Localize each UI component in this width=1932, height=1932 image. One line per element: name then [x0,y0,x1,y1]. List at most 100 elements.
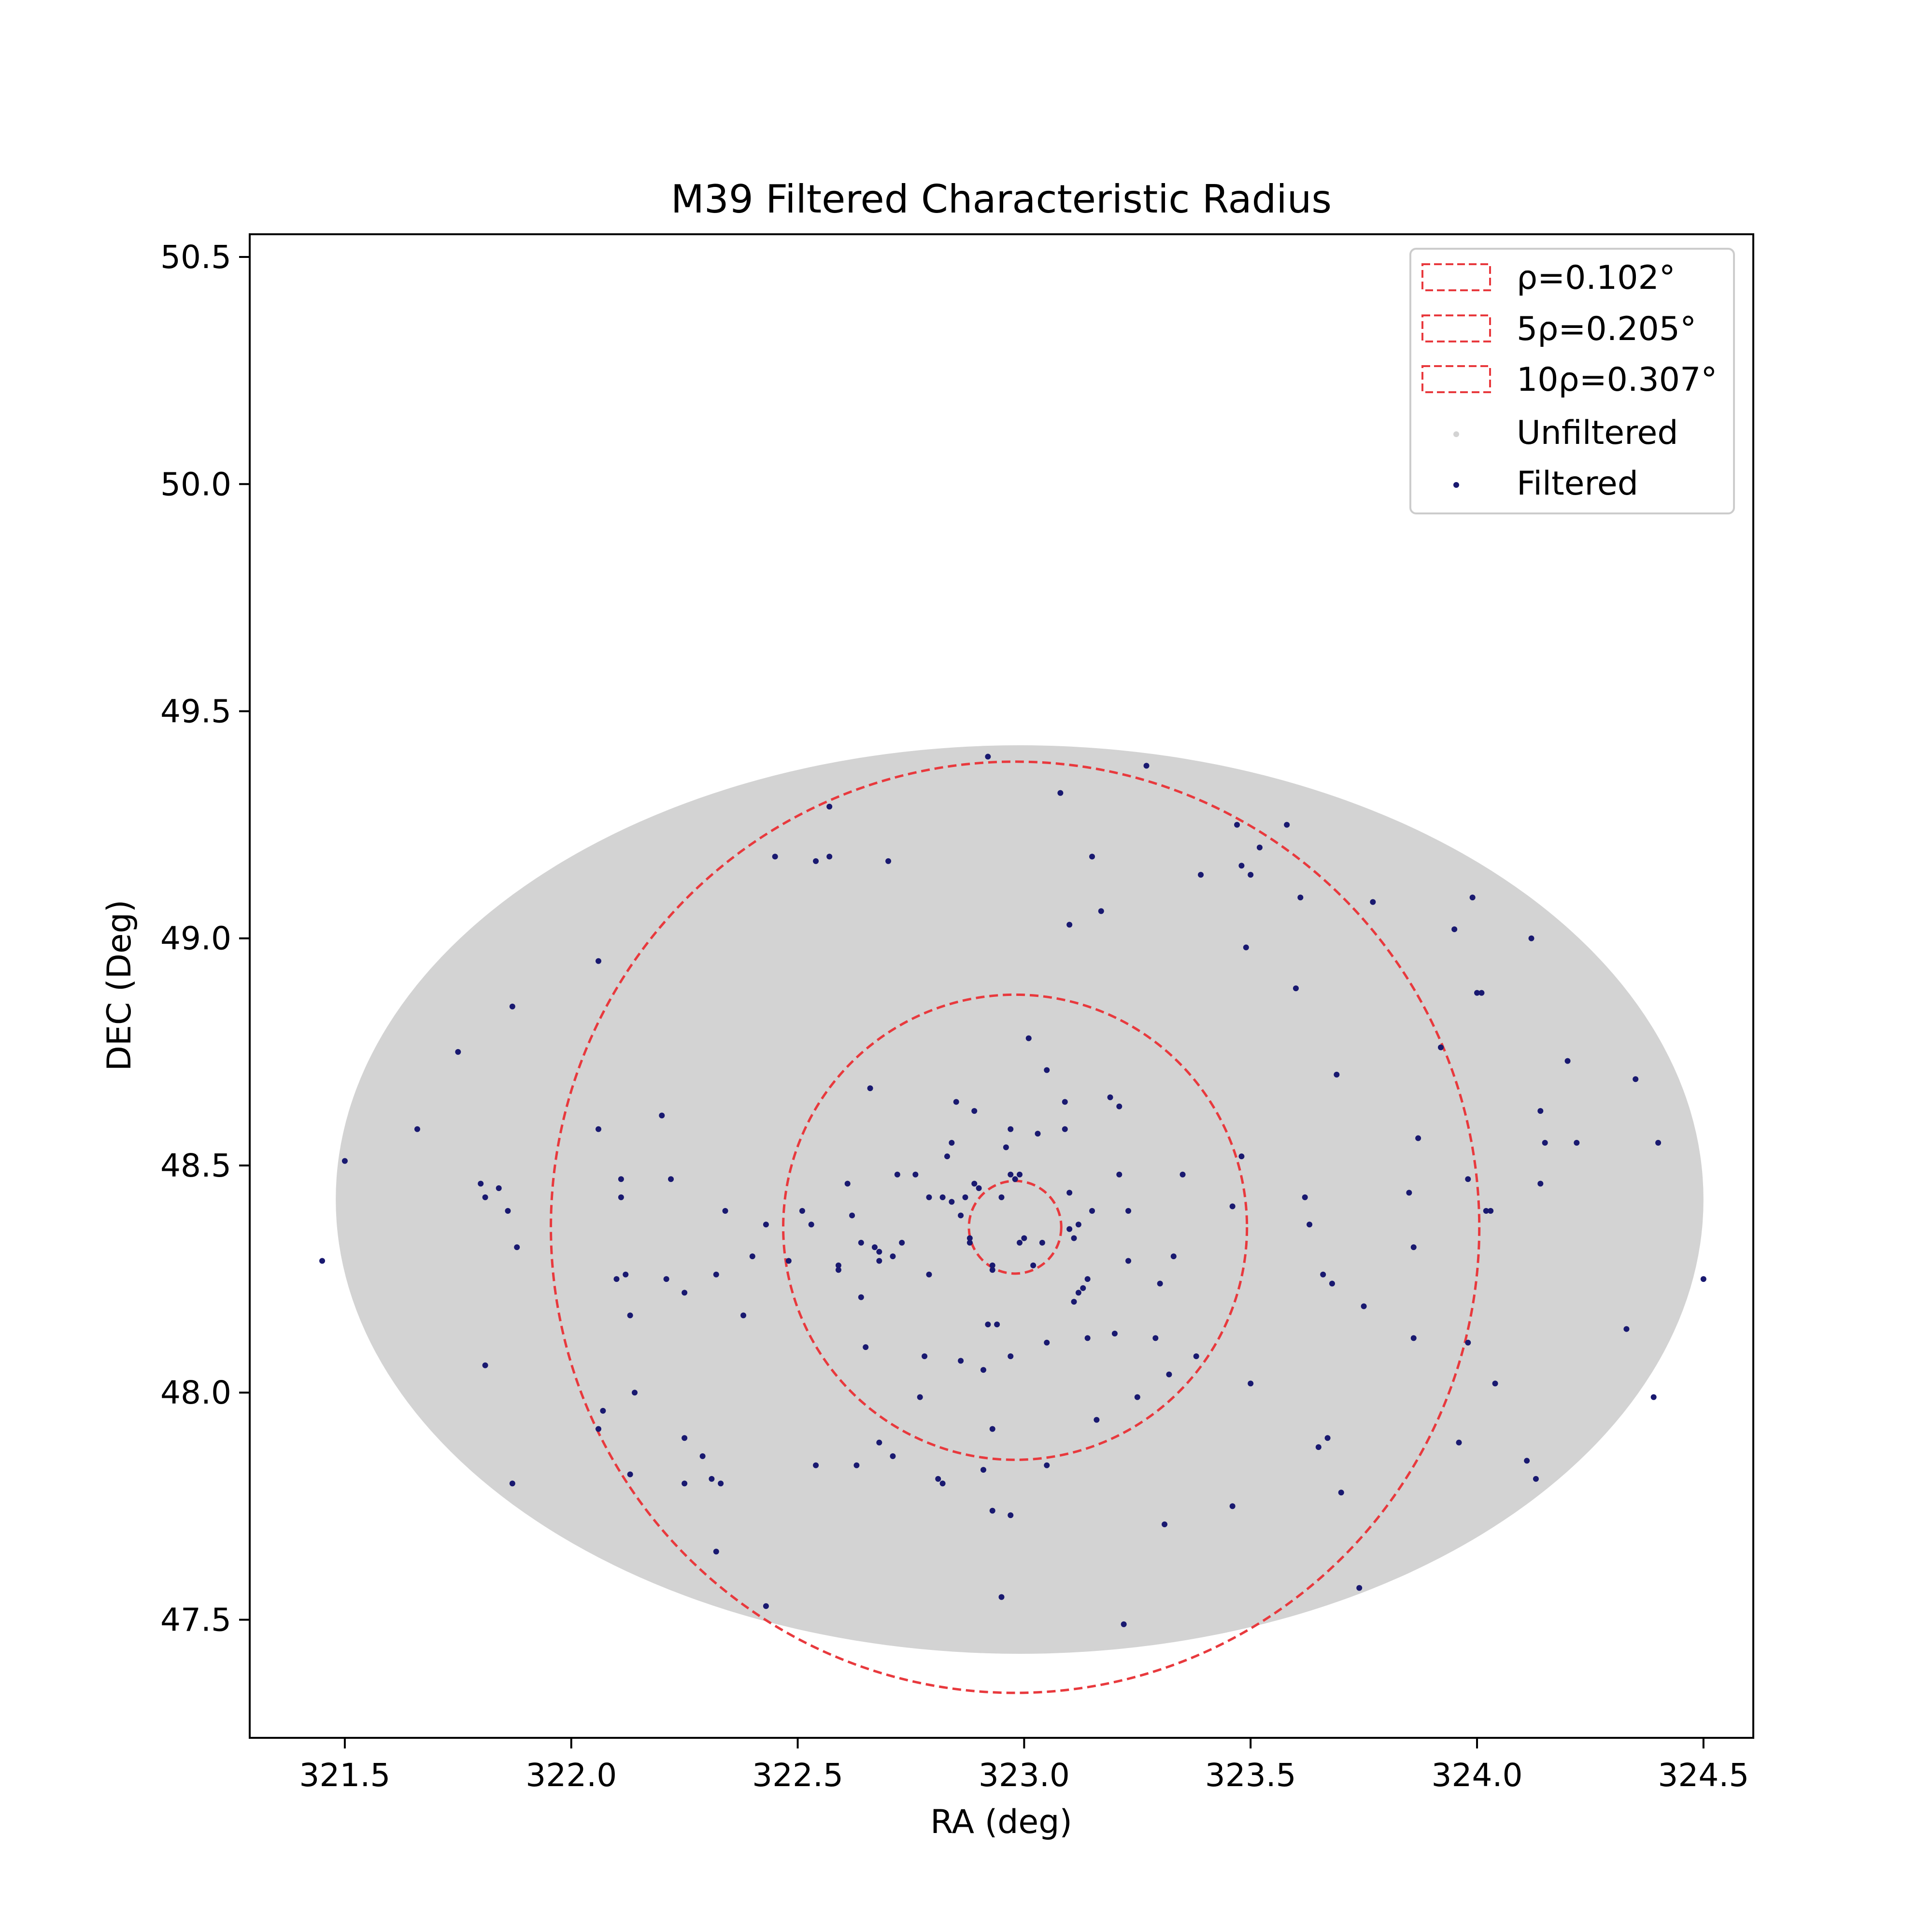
filtered-point [1329,1280,1335,1287]
filtered-point [949,1199,955,1205]
filtered-point [966,1239,973,1246]
filtered-point [1125,1208,1132,1214]
y-tick-label: 49.5 [160,693,231,730]
filtered-point [808,1222,814,1228]
filtered-point [682,1290,688,1296]
filtered-point [618,1176,624,1182]
filtered-point [1410,1335,1417,1341]
filtered-point [627,1312,633,1319]
filtered-point [1098,908,1104,914]
filtered-point [1012,1176,1018,1182]
filtered-point [1003,1144,1009,1151]
x-tick-label: 322.5 [752,1757,843,1794]
filtered-point [763,1222,769,1228]
y-axis-label: DEC (Deg) [100,900,139,1071]
filtered-point [478,1180,484,1187]
filtered-point [1193,1353,1199,1359]
filtered-point [813,858,819,864]
unfiltered-series [336,745,1704,1654]
x-axis-ticks: 321.5 322.0 322.5 323.0 323.5 324.0 324.5 [299,1738,1749,1794]
filtered-point [1238,863,1245,869]
legend-swatch-5rho [1421,314,1491,342]
filtered-point [1492,1380,1498,1387]
filtered-point [1465,1176,1471,1182]
filtered-point [455,1049,461,1055]
filtered-point [1066,1190,1073,1196]
filtered-point [989,1262,995,1268]
filtered-point [1170,1253,1177,1260]
filtered-point [1474,990,1480,996]
filtered-point [890,1253,896,1260]
filtered-point [763,1603,769,1609]
filtered-point [740,1312,747,1319]
filtered-point [1238,1153,1245,1160]
filtered-point [623,1271,629,1278]
x-axis-label: RA (deg) [930,1803,1072,1841]
filtered-point [826,804,833,810]
filtered-point [668,1176,674,1182]
filtered-point [699,1453,706,1459]
filtered-point [976,1185,982,1192]
filtered-point [718,1480,724,1487]
filtered-point [482,1362,488,1368]
filtered-point [939,1480,946,1487]
filtered-point [1134,1394,1140,1400]
filtered-point [1198,872,1204,878]
filtered-point [813,1462,819,1468]
filtered-point [1021,1235,1027,1241]
x-tick-label: 324.5 [1658,1757,1749,1794]
filtered-point [871,1244,878,1250]
filtered-point [989,1507,995,1514]
filtered-point [835,1262,841,1268]
filtered-point [1062,1099,1068,1105]
legend-label-unfiltered: Unfiltered [1517,414,1678,452]
filtered-point [319,1258,326,1264]
filtered-point [985,1321,991,1328]
filtered-point [876,1439,882,1446]
filtered-point [595,958,601,964]
filtered-point [853,1462,860,1468]
filtered-point [922,1353,928,1359]
y-tick-label: 48.5 [160,1147,231,1184]
filtered-point [482,1194,488,1200]
filtered-point [958,1212,964,1219]
filtered-point [971,1180,978,1187]
unfiltered-region [336,745,1704,1654]
filtered-point [994,1321,1000,1328]
filtered-point [509,1480,515,1487]
filtered-point [1157,1280,1163,1287]
filtered-point [1256,844,1263,851]
filtered-point [1243,944,1249,951]
filtered-point [1248,1380,1254,1387]
filtered-point [885,858,892,864]
filtered-point [1410,1244,1417,1250]
y-tick-label: 49.0 [160,920,231,957]
filtered-point [949,1139,955,1146]
filtered-point [966,1235,973,1241]
legend-label-filtered: Filtered [1517,465,1638,503]
filtered-point [953,1099,959,1105]
x-tick-label: 322.0 [526,1757,617,1794]
filtered-point [1415,1135,1421,1141]
filtered-point [1166,1371,1172,1378]
filtered-point [1370,899,1376,905]
filtered-point [509,1003,515,1009]
filtered-point [595,1126,601,1132]
filtered-point [1623,1326,1630,1332]
legend: ρ=0.102° 5ρ=0.205° 10ρ=0.307° Unfiltered… [1409,248,1735,514]
filtered-point [1537,1180,1544,1187]
legend-swatch-10rho [1421,365,1491,393]
legend-label-10rho: 10ρ=0.307° [1517,361,1717,399]
filtered-point [894,1171,900,1178]
filtered-point [863,1344,869,1350]
filtered-point [926,1194,932,1200]
filtered-point [1700,1276,1706,1282]
filtered-point [1035,1131,1041,1137]
filtered-point [826,853,833,860]
filtered-point [1320,1271,1326,1278]
filtered-point [1152,1335,1159,1341]
y-axis-ticks: 47.5 48.0 48.5 49.0 49.5 50.0 50.5 [160,239,250,1638]
filtered-point [1084,1335,1091,1341]
filtered-point [858,1239,864,1246]
